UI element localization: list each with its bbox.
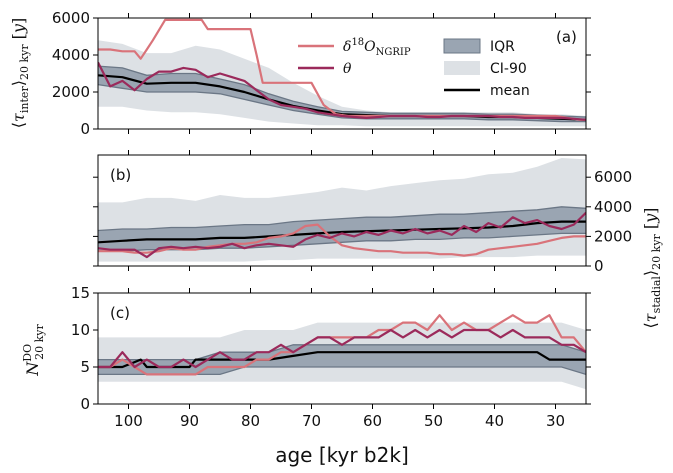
legend: δ18ONGRIP θ IQR CI-90 mean <box>298 37 530 99</box>
x-tick-label: 60 <box>363 412 382 430</box>
panel-b-ytick-label: 4000 <box>594 198 632 216</box>
panel-b-ytick-label: 6000 <box>594 168 632 186</box>
panel-b-series-theta <box>98 211 586 259</box>
panel-c: 0 5 10 15 100 90 80 70 60 50 40 30 (c) NDO20 kyr <box>21 284 591 430</box>
panel-a-iqr-upper-edge <box>98 65 586 118</box>
legend-theta-label: θ <box>343 61 352 77</box>
panel-c-ytick-label: 15 <box>71 284 90 302</box>
panel-b-ytick-label: 0 <box>594 257 604 275</box>
panel-a-series-theta <box>98 61 586 121</box>
legend-mean-label: mean <box>490 83 530 99</box>
panel-a-letter: (a) <box>556 28 577 46</box>
panel-a-plot <box>98 18 586 127</box>
x-tick-label: 40 <box>485 412 504 430</box>
panel-b: 0 2000 4000 6000 (b) ⟨τstadial⟩20 kyr [y] <box>93 150 663 328</box>
panel-c-series-theta <box>98 328 586 369</box>
panel-c-frame <box>97 292 587 405</box>
panel-b-frame <box>97 154 587 267</box>
x-tick-label: 100 <box>114 412 143 430</box>
panel-b-series-ngrip <box>98 223 586 257</box>
panel-b-iqr-upper-edge <box>98 206 586 232</box>
panel-c-series-ngrip <box>98 314 586 376</box>
panel-b-plot <box>98 158 586 262</box>
panel-a-band-ci <box>98 40 586 127</box>
x-tick-label: 50 <box>424 412 443 430</box>
panel-b-band-iqr <box>98 206 586 252</box>
panel-a-ytick-label: 2000 <box>52 83 90 101</box>
x-tick-label: 90 <box>180 412 199 430</box>
panel-b-series-mean <box>98 220 586 244</box>
panel-b-letter: (b) <box>110 166 131 184</box>
panel-a-frame <box>97 17 587 130</box>
panel-c-ytick-label: 10 <box>71 321 90 339</box>
panel-c-ytick-label: 5 <box>80 358 90 376</box>
panel-a-ytick-label: 4000 <box>52 46 90 64</box>
panel-c-ytick-label: 0 <box>80 395 90 413</box>
panel-a-band-iqr <box>98 66 586 122</box>
panel-a-ylabel: ⟨τinter⟩20 kyr [y] <box>9 18 31 128</box>
panel-a: 0 2000 4000 6000 (a) ⟨τinter⟩20 kyr [y] <box>9 9 591 138</box>
panel-a-ytick-label: 0 <box>80 120 90 138</box>
panel-a-iqr-lower-edge <box>98 83 586 123</box>
x-axis-label: age [kyr b2k] <box>275 443 409 467</box>
panel-c-letter: (c) <box>110 304 130 322</box>
legend-iqr-swatch <box>443 38 481 54</box>
panel-c-ylabel: NDO20 kyr <box>21 324 46 377</box>
x-tick-label: 70 <box>302 412 321 430</box>
legend-ci-swatch <box>444 61 480 75</box>
panel-b-ytick-label: 2000 <box>594 227 632 245</box>
chart-panels: 0 2000 4000 6000 (a) ⟨τinter⟩20 kyr [y] 0 2000 4… <box>9 9 663 430</box>
panel-c-plot <box>98 314 586 390</box>
panel-a-ytick-label: 6000 <box>52 9 90 27</box>
legend-ci-label: CI-90 <box>490 61 527 77</box>
panel-b-ylabel: ⟨τstadial⟩20 kyr [y] <box>641 208 663 329</box>
legend-ngrip-label: δ18ONGRIP <box>343 37 411 58</box>
legend-iqr-label: IQR <box>490 39 515 55</box>
x-tick-label: 80 <box>241 412 260 430</box>
x-tick-label: 30 <box>546 412 565 430</box>
